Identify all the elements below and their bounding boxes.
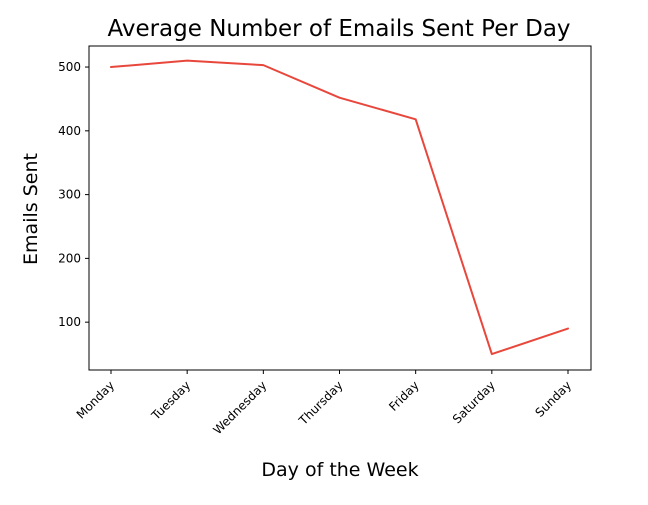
y-tick-label: 300 [58, 188, 81, 202]
chart-title: Average Number of Emails Sent Per Day [107, 16, 570, 42]
x-tick-label: Wednesday [210, 378, 269, 437]
y-tick-label: 400 [58, 124, 81, 138]
x-tick-label: Thursday [296, 378, 346, 428]
x-tick-label: Sunday [532, 378, 574, 420]
series-line [110, 59, 569, 356]
y-tick-label: 500 [58, 60, 81, 74]
y-tick-label: 200 [58, 251, 81, 265]
x-tick-label: Friday [386, 378, 422, 414]
plot-area: 100 200 300 400 500 Monday Tuesday Wednesday Thu… [58, 45, 592, 437]
x-tick-label: Monday [74, 378, 117, 421]
x-axis-label: Day of the Week [261, 459, 418, 481]
axes-frame [88, 45, 592, 371]
x-tick-label: Saturday [450, 378, 498, 426]
y-axis-label: Emails Sent [20, 153, 42, 265]
x-tick-label: Tuesday [148, 378, 193, 423]
y-tick-label: 100 [58, 315, 81, 329]
